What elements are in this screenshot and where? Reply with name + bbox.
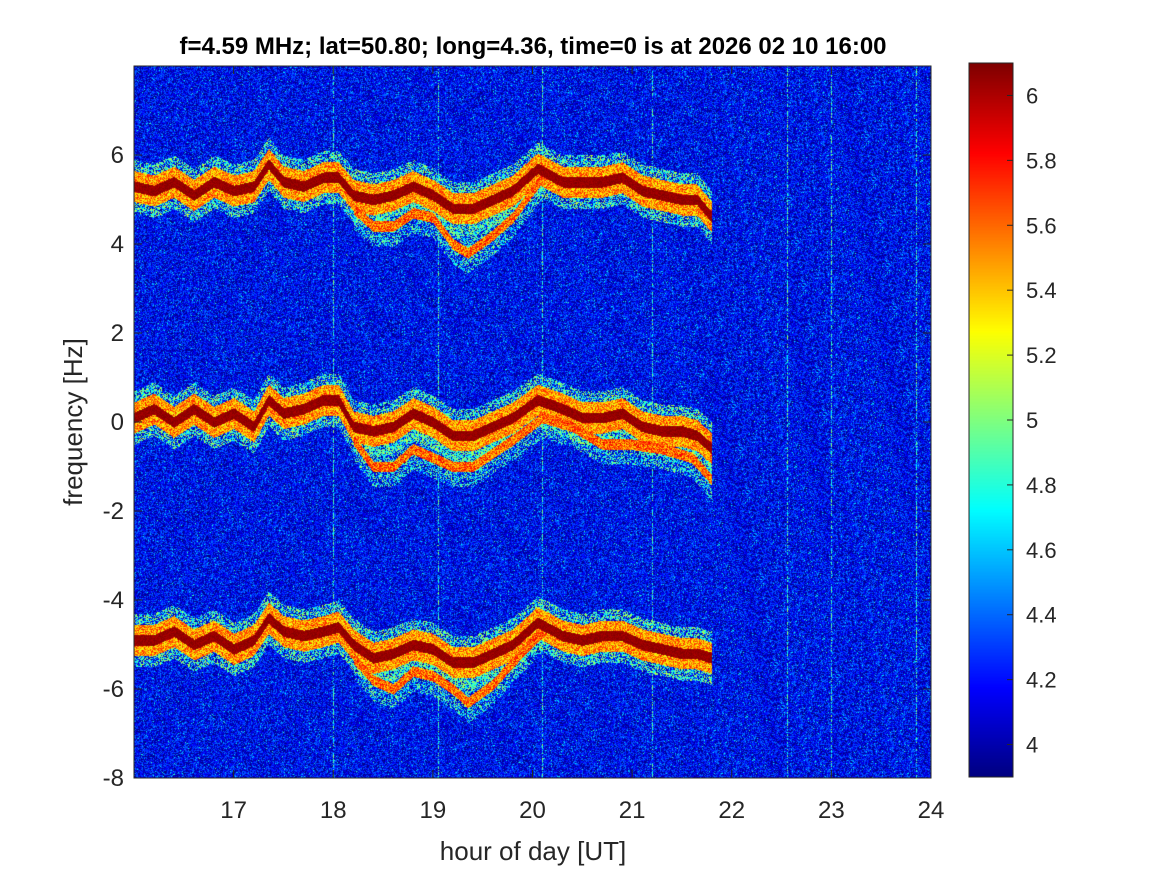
colorbar-tick-label: 5	[1026, 408, 1038, 433]
colorbar-tick-label: 4.8	[1026, 473, 1057, 498]
colorbar-tick-label: 4.4	[1026, 603, 1057, 628]
x-tick-label: 23	[818, 797, 845, 824]
y-tick-label: 4	[111, 231, 124, 258]
colorbar-tick-label: 4.2	[1026, 668, 1057, 693]
colorbar-gradient	[969, 63, 1013, 777]
x-tick-label: 19	[420, 797, 447, 824]
x-tick-label: 24	[918, 797, 945, 824]
colorbar-tick-label: 5.4	[1026, 278, 1057, 303]
colorbar-tick-label: 5.6	[1026, 213, 1057, 238]
y-tick-label: -2	[103, 498, 124, 525]
spectrogram-plot-area	[133, 65, 932, 779]
colorbar-ticks: 4 4.2 4.4 4.6 4.8 5 5.2 5.4 5.6 5.8 6	[1007, 83, 1057, 758]
colorbar-tick-label: 5.2	[1026, 343, 1057, 368]
x-tick-label: 20	[519, 797, 546, 824]
colorbar-tick-label: 5.8	[1026, 148, 1057, 173]
y-tick-label: -6	[103, 676, 124, 703]
colorbar: 4 4.2 4.4 4.6 4.8 5 5.2 5.4 5.6 5.8 6	[968, 62, 1057, 778]
x-tick-label: 17	[220, 797, 247, 824]
y-tick-label: 6	[111, 142, 124, 169]
x-tick-label: 18	[320, 797, 347, 824]
y-tick-label: -4	[103, 587, 124, 614]
x-tick-label: 21	[619, 797, 646, 824]
y-axis-label: frequency [Hz]	[58, 338, 88, 506]
y-tick-label: -8	[103, 765, 124, 792]
y-tick-label: 0	[111, 409, 124, 436]
colorbar-tick-label: 4	[1026, 733, 1038, 758]
x-tick-label: 22	[718, 797, 745, 824]
colorbar-tick-label: 4.6	[1026, 538, 1057, 563]
spectrogram-heatmap	[134, 66, 931, 778]
x-axis-ticks: 17 18 19 20 21 22 23 24	[220, 66, 944, 824]
x-axis-label: hour of day [UT]	[440, 836, 626, 866]
chart-title: f=4.59 MHz; lat=50.80; long=4.36, time=0…	[179, 33, 886, 60]
colorbar-tick-label: 6	[1026, 83, 1038, 108]
y-axis-ticks: -8 -6 -4 -2 0 2 4 6	[103, 142, 931, 792]
y-tick-label: 2	[111, 320, 124, 347]
